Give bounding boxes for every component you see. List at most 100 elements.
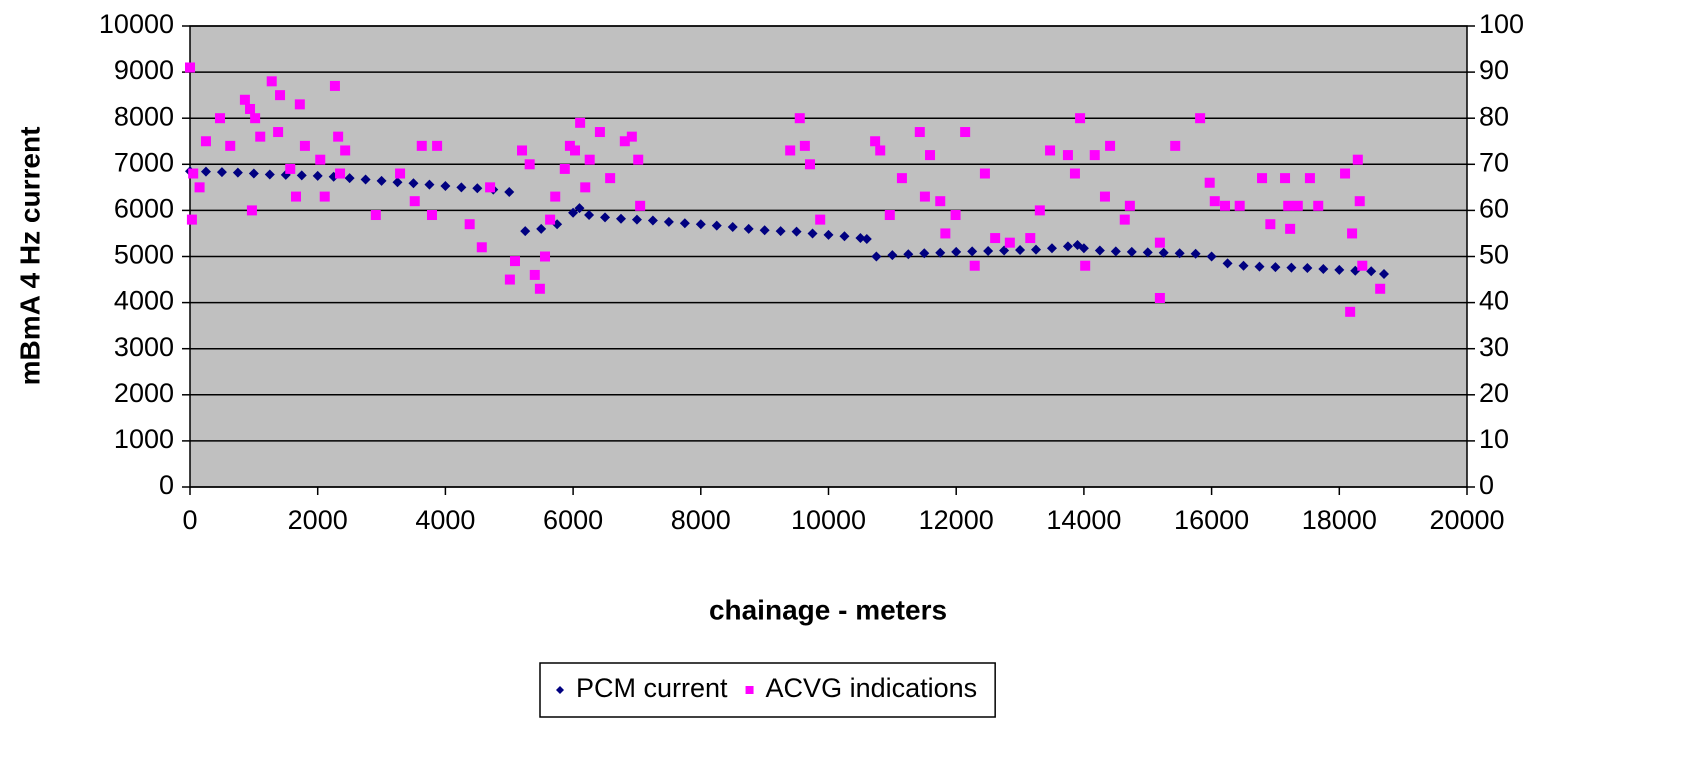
point <box>663 216 674 227</box>
plot-border <box>189 25 1468 488</box>
point <box>950 210 961 221</box>
point <box>570 145 581 156</box>
point <box>759 225 770 236</box>
point <box>335 168 346 179</box>
point <box>1126 246 1137 257</box>
point <box>584 154 595 165</box>
point <box>1209 196 1220 207</box>
y-tick-label: 6000 <box>114 194 174 224</box>
y2-tick-label: 60 <box>1479 194 1509 224</box>
y2-tick-label: 80 <box>1479 101 1509 131</box>
point <box>504 274 515 285</box>
point <box>344 173 355 184</box>
point <box>903 249 914 260</box>
point <box>935 247 946 258</box>
point <box>1089 150 1100 161</box>
point <box>619 136 630 147</box>
point <box>580 182 591 193</box>
point <box>711 220 722 231</box>
point <box>509 256 520 267</box>
point <box>329 80 340 91</box>
x-tick-label: 6000 <box>543 505 603 535</box>
point <box>679 218 690 229</box>
point <box>216 167 227 178</box>
point <box>870 136 881 147</box>
y-tick-label: 8000 <box>114 101 174 131</box>
point <box>575 117 586 128</box>
point <box>1222 258 1233 269</box>
point <box>200 136 211 147</box>
point <box>815 214 826 225</box>
point <box>1158 247 1169 258</box>
point <box>1257 173 1268 184</box>
point <box>875 145 886 156</box>
point <box>794 113 805 124</box>
x-tick-label: 10000 <box>791 505 866 535</box>
point <box>524 159 535 170</box>
point <box>529 269 540 280</box>
point <box>823 229 834 240</box>
point <box>1352 154 1363 165</box>
point <box>1099 191 1110 202</box>
point <box>186 214 197 225</box>
x-tick-label: 16000 <box>1174 505 1249 535</box>
point <box>1062 150 1073 161</box>
point <box>1110 246 1121 257</box>
point <box>919 191 930 202</box>
y-tick-label: 9000 <box>114 55 174 85</box>
point <box>409 196 420 207</box>
y2-tick-label: 50 <box>1479 240 1509 270</box>
point <box>979 168 990 179</box>
point <box>861 233 872 244</box>
point <box>775 226 786 237</box>
x-tick-label: 14000 <box>1046 505 1121 535</box>
y2-tick-label: 40 <box>1479 286 1509 316</box>
point <box>296 170 307 181</box>
point <box>1174 248 1185 259</box>
point <box>1238 260 1249 271</box>
point <box>1254 261 1265 272</box>
point <box>1318 263 1329 274</box>
legend: PCM current ACVG indications <box>539 662 996 718</box>
point <box>647 215 658 226</box>
point <box>232 167 243 178</box>
point <box>914 127 925 138</box>
point <box>1034 205 1045 216</box>
point <box>476 242 487 253</box>
y2-tick-label: 90 <box>1479 55 1509 85</box>
point <box>315 154 326 165</box>
point <box>534 283 545 294</box>
point <box>594 127 605 138</box>
point <box>395 168 406 179</box>
x-tick-label: 12000 <box>919 505 994 535</box>
point <box>839 231 850 242</box>
point <box>584 210 595 221</box>
point <box>785 145 796 156</box>
point <box>935 196 946 207</box>
point <box>464 219 475 230</box>
point <box>969 260 980 271</box>
point <box>1234 200 1245 211</box>
point <box>1094 245 1105 256</box>
point <box>504 186 515 197</box>
point <box>370 210 381 221</box>
point <box>550 191 561 202</box>
point <box>1069 168 1080 179</box>
point <box>1313 200 1324 211</box>
point <box>275 90 286 101</box>
point <box>791 226 802 237</box>
point <box>574 203 585 214</box>
point <box>743 223 754 234</box>
point <box>626 131 637 142</box>
point <box>1347 228 1358 239</box>
point <box>1265 219 1276 230</box>
point <box>239 94 250 105</box>
point <box>1031 244 1042 255</box>
point <box>605 173 616 184</box>
x-tick-label: 8000 <box>671 505 731 535</box>
point <box>245 103 256 114</box>
y-tick-label: 4000 <box>114 286 174 316</box>
point <box>1080 260 1091 271</box>
point <box>1220 200 1231 211</box>
